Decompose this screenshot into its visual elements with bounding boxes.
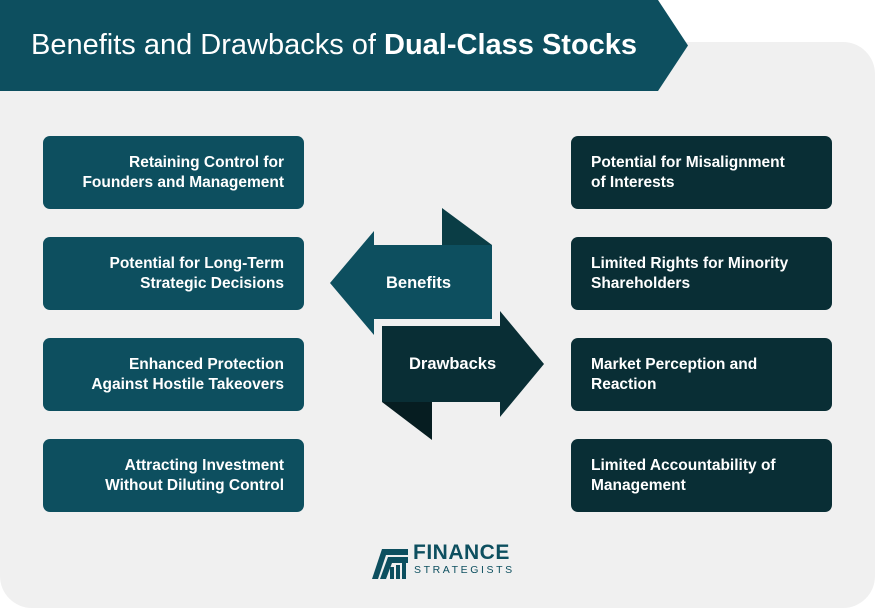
drawback-text-1: Potential for Misalignment of Interests — [591, 154, 785, 191]
benefits-arrow-fold — [442, 208, 492, 245]
benefit-box-2: Potential for Long-Term Strategic Decisi… — [43, 237, 304, 310]
benefit-text-3: Enhanced Protection Against Hostile Take… — [91, 356, 284, 393]
finance-strategists-logo-icon — [372, 549, 408, 579]
benefit-box-1: Retaining Control for Founders and Manag… — [43, 136, 304, 209]
drawbacks-arrow-right — [382, 311, 544, 417]
title-banner-shape — [0, 0, 688, 91]
benefits-arrow-left — [330, 231, 492, 335]
title-prefix: Benefits and Drawbacks of — [31, 29, 385, 61]
benefit-box-4: Attracting Investment Without Diluting C… — [43, 439, 304, 512]
logo-text-finance: FINANCE — [413, 541, 510, 564]
drawback-box-3: Market Perception and Reaction — [571, 338, 832, 411]
benefits-label: Benefits — [386, 274, 452, 292]
drawbacks-arrow-fold — [382, 402, 432, 440]
logo-text-strategists: STRATEGISTS — [414, 564, 515, 576]
title-banner: Benefits and Drawbacks of Dual-Class Sto… — [0, 0, 688, 91]
drawback-box-4: Limited Accountability of Management — [571, 439, 832, 512]
benefit-box-3: Enhanced Protection Against Hostile Take… — [43, 338, 304, 411]
exchange-arrows — [330, 208, 544, 440]
benefit-text-2: Potential for Long-Term Strategic Decisi… — [109, 255, 284, 292]
drawback-box-2: Limited Rights for Minority Shareholders — [571, 237, 832, 310]
benefit-text-4: Attracting Investment Without Diluting C… — [105, 457, 284, 494]
drawbacks-label: Drawbacks — [409, 355, 497, 373]
finance-strategists-logo: FINANCE STRATEGISTS — [372, 541, 512, 581]
drawback-text-3: Market Perception and Reaction — [591, 356, 758, 393]
drawback-text-4: Limited Accountability of Management — [591, 457, 776, 494]
benefit-text-1: Retaining Control for Founders and Manag… — [82, 154, 284, 191]
drawback-text-2: Limited Rights for Minority Shareholders — [591, 255, 789, 292]
title-emphasis: Dual-Class Stocks — [384, 29, 638, 61]
page-title: Benefits and Drawbacks of Dual-Class Sto… — [31, 25, 637, 65]
drawback-box-1: Potential for Misalignment of Interests — [571, 136, 832, 209]
